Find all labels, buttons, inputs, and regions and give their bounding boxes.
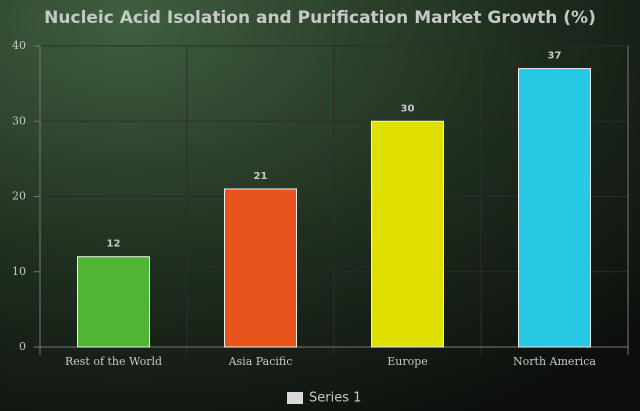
y-tick-label: 0 [19, 340, 26, 353]
bar [224, 188, 297, 348]
x-tick-label: Europe [387, 355, 428, 368]
data-label: 30 [401, 103, 415, 114]
data-label: 21 [254, 171, 268, 182]
bar [518, 68, 591, 348]
x-tick-label: Rest of the World [65, 355, 162, 368]
x-tick-label: Asia Pacific [228, 355, 293, 368]
chart-title: Nucleic Acid Isolation and Purification … [44, 8, 596, 28]
y-tick-label: 40 [12, 39, 26, 52]
data-label: 12 [107, 239, 121, 250]
y-tick-label: 20 [12, 190, 26, 203]
y-tick-label: 10 [12, 265, 26, 278]
x-tick-label: North America [513, 355, 596, 368]
legend-label: Series 1 [309, 391, 361, 406]
bar [77, 256, 150, 348]
data-label: 37 [548, 51, 562, 62]
legend-swatch [287, 392, 303, 404]
y-tick-label: 30 [12, 114, 26, 127]
bar [371, 120, 444, 348]
